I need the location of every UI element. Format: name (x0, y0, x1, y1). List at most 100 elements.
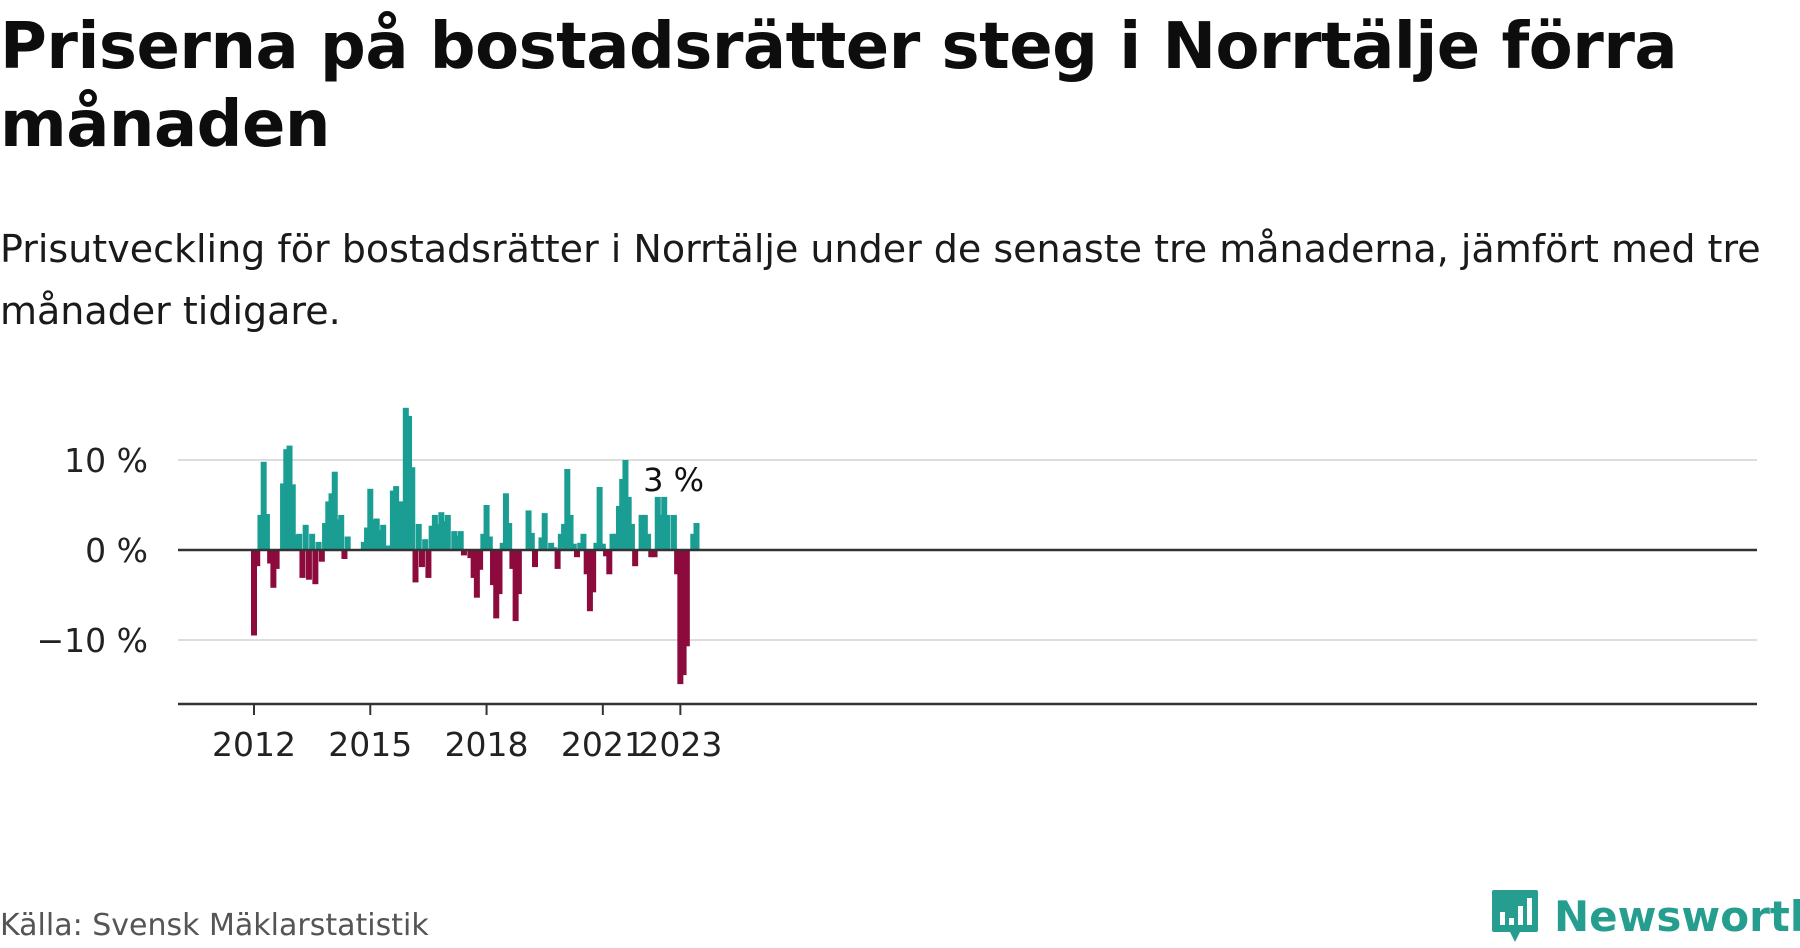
bar (338, 514, 345, 550)
bar (680, 550, 687, 676)
x-tick-label: 2021 (561, 725, 645, 764)
bar (292, 534, 299, 550)
bar (386, 545, 393, 550)
annotations: 3 % (643, 461, 704, 499)
bar (428, 525, 435, 550)
bars (251, 407, 700, 685)
bar (402, 407, 409, 550)
bar (622, 460, 629, 550)
bar (477, 550, 484, 570)
bar (693, 523, 700, 550)
bar (641, 514, 648, 550)
bar (418, 550, 425, 568)
bar (396, 501, 403, 550)
bar (648, 550, 655, 558)
bar (683, 550, 690, 647)
bar (406, 415, 413, 550)
bar (254, 550, 261, 567)
bar (593, 542, 600, 550)
bar (460, 550, 467, 556)
bar (499, 542, 506, 550)
bar (615, 505, 622, 550)
bar (496, 550, 503, 595)
bar (331, 471, 338, 550)
bar (583, 550, 590, 575)
x-tick-label: 2012 (212, 725, 296, 764)
bar (328, 493, 335, 550)
bar (651, 550, 658, 558)
newsworthy-logo: Newsworthy (1490, 888, 1800, 944)
grid-lines (178, 459, 1757, 641)
bar (580, 533, 587, 550)
bar (341, 550, 348, 559)
bar (267, 550, 274, 564)
bar (380, 524, 387, 550)
chart-title: Priserna på bostadsrätter steg i Norrtäl… (0, 10, 1678, 162)
bar (612, 533, 619, 550)
bar (467, 550, 474, 559)
bar (670, 514, 677, 550)
bar (586, 550, 593, 612)
bar (309, 533, 316, 550)
bar (528, 532, 535, 550)
bar (677, 550, 684, 685)
bar (538, 537, 545, 550)
bar (645, 533, 652, 550)
bar (690, 533, 697, 550)
bar (318, 550, 325, 562)
bar (502, 493, 509, 550)
bar (619, 478, 626, 550)
bar (444, 514, 451, 550)
bar (425, 550, 432, 578)
bar (609, 533, 616, 550)
bar (305, 550, 312, 580)
x-tick-label: 2018 (445, 725, 529, 764)
bar (422, 539, 429, 550)
bar (486, 536, 493, 550)
bar (451, 531, 458, 550)
bar (596, 487, 603, 550)
bar (506, 523, 513, 550)
bar (561, 523, 568, 550)
bar (541, 513, 548, 550)
bar (570, 543, 577, 550)
bar (599, 543, 606, 550)
bar (557, 533, 564, 550)
bar (383, 545, 390, 550)
bar (376, 530, 383, 550)
bar (567, 514, 574, 550)
source-note: Källa: Svensk Mäklarstatistik (0, 908, 429, 943)
bar (441, 521, 448, 550)
bar (373, 518, 380, 550)
newsworthy-chart-icon (1492, 890, 1538, 942)
bar (431, 514, 438, 550)
bar (606, 550, 613, 575)
bar (493, 550, 500, 619)
bar (370, 519, 377, 550)
bar (490, 550, 497, 586)
x-tick-label: 2015 (328, 725, 412, 764)
bar (399, 501, 406, 550)
bar (280, 483, 287, 550)
bar (315, 541, 322, 550)
y-tick-label: 0 % (85, 531, 148, 570)
bar (296, 533, 303, 550)
bar (393, 486, 400, 550)
x-tick-label: 2023 (638, 725, 722, 764)
bar (273, 550, 280, 569)
bar (457, 531, 464, 550)
bar (334, 519, 341, 550)
bar (325, 501, 332, 550)
bar (603, 550, 610, 557)
bar (263, 514, 270, 550)
bar (657, 514, 664, 550)
bar (322, 523, 329, 550)
bar (415, 523, 422, 550)
bar (638, 514, 645, 550)
bar (661, 496, 668, 550)
bar (532, 550, 539, 568)
axes (178, 548, 1757, 715)
bar (299, 550, 306, 578)
bar (590, 550, 597, 593)
